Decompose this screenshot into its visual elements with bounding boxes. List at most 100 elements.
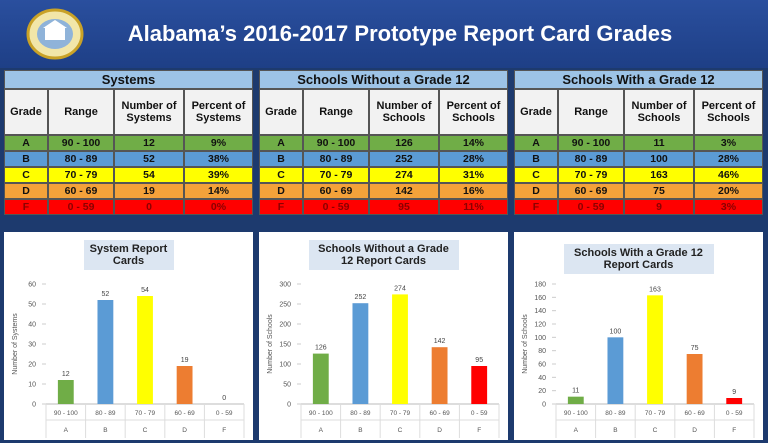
x-group-label: A bbox=[64, 427, 69, 434]
data-label: 75 bbox=[691, 345, 699, 352]
table-heading: Schools With a Grade 12 bbox=[514, 70, 763, 89]
table-cell: 12 bbox=[114, 135, 184, 151]
table-cell: 28% bbox=[439, 151, 508, 167]
x-group-label: D bbox=[182, 427, 187, 434]
bar bbox=[176, 366, 193, 404]
bar bbox=[567, 396, 584, 404]
chart-panel: Schools Without a Grade 12 Report Cards N… bbox=[259, 232, 508, 440]
x-group-label: A bbox=[574, 427, 579, 434]
table-heading: Schools Without a Grade 12 bbox=[259, 70, 508, 89]
table-cell: 31% bbox=[439, 167, 508, 183]
data-label: 19 bbox=[181, 357, 189, 364]
data-label: 142 bbox=[434, 338, 446, 345]
table-cell: 80 - 89 bbox=[48, 151, 114, 167]
table-cell: 0 - 59 bbox=[303, 199, 369, 215]
table-cell: 70 - 79 bbox=[48, 167, 114, 183]
chart-panel: Schools With a Grade 12 Report Cards Numb… bbox=[514, 232, 763, 440]
x-tick-label: 90 - 100 bbox=[564, 410, 588, 417]
x-tick-label: 80 - 89 bbox=[350, 410, 371, 417]
table-cell: 0% bbox=[184, 199, 253, 215]
table-cell: 60 - 69 bbox=[558, 183, 624, 199]
x-tick-label: 0 - 59 bbox=[216, 410, 233, 417]
data-label: 100 bbox=[610, 328, 622, 335]
data-label: 11 bbox=[572, 388, 579, 395]
bar bbox=[352, 303, 369, 404]
data-label: 163 bbox=[649, 286, 661, 293]
table-cell: 38% bbox=[184, 151, 253, 167]
table-cell: B bbox=[259, 151, 303, 167]
table-cell: 11 bbox=[624, 135, 694, 151]
logo bbox=[26, 8, 84, 60]
x-tick-label: 90 - 100 bbox=[54, 410, 78, 417]
table-cell: 52 bbox=[114, 151, 184, 167]
bar bbox=[137, 296, 153, 404]
chart: Number of Systems 0 10 20 30 40 50 60 90 - 100 A 1… bbox=[12, 282, 245, 438]
table-cell: 20% bbox=[694, 183, 763, 199]
bar bbox=[607, 337, 624, 404]
y-tick-label: 100 bbox=[279, 362, 291, 369]
column-header: Percent of Schools bbox=[694, 89, 763, 135]
y-axis-label: Number of Systems bbox=[12, 313, 19, 375]
x-group-label: C bbox=[653, 427, 658, 434]
table-cell: 11% bbox=[439, 199, 508, 215]
column-header: Grade bbox=[514, 89, 558, 135]
table-cell: B bbox=[514, 151, 558, 167]
data-label: 126 bbox=[315, 345, 327, 352]
table-cell: 142 bbox=[369, 183, 439, 199]
y-tick-label: 50 bbox=[28, 302, 36, 309]
y-tick-label: 30 bbox=[28, 342, 36, 349]
y-tick-label: 160 bbox=[534, 295, 546, 302]
table-cell: D bbox=[514, 183, 558, 199]
y-tick-label: 20 bbox=[28, 362, 36, 369]
data-label: 52 bbox=[102, 291, 110, 298]
table-cell: 100 bbox=[624, 151, 694, 167]
table-cell: 60 - 69 bbox=[48, 183, 114, 199]
table-cell: 14% bbox=[439, 135, 508, 151]
x-tick-label: 70 - 79 bbox=[135, 410, 156, 417]
table-cell: D bbox=[4, 183, 48, 199]
table-cell: 274 bbox=[369, 167, 439, 183]
y-tick-label: 50 bbox=[283, 382, 291, 389]
table-cell: 16% bbox=[439, 183, 508, 199]
table-cell: 3% bbox=[694, 199, 763, 215]
x-group-label: D bbox=[692, 427, 697, 434]
table-cell: 9 bbox=[624, 199, 694, 215]
y-tick-label: 150 bbox=[279, 342, 291, 349]
x-tick-label: 70 - 79 bbox=[390, 410, 411, 417]
y-tick-label: 300 bbox=[279, 282, 291, 289]
header: Alabama’s 2016-2017 Prototype Report Car… bbox=[0, 0, 768, 68]
chart-title: Schools Without a Grade 12 Report Cards bbox=[308, 240, 459, 270]
table-cell: 39% bbox=[184, 167, 253, 183]
y-tick-label: 20 bbox=[538, 388, 546, 395]
column-header: Number of Schools bbox=[369, 89, 439, 135]
table-cell: 80 - 89 bbox=[303, 151, 369, 167]
x-group-label: D bbox=[437, 427, 442, 434]
column-header: Number of Schools bbox=[624, 89, 694, 135]
bar bbox=[392, 294, 408, 404]
table-cell: C bbox=[259, 167, 303, 183]
y-tick-label: 80 bbox=[538, 348, 546, 355]
column-header: Range bbox=[558, 89, 624, 135]
table-cell: F bbox=[514, 199, 558, 215]
column-header: Range bbox=[303, 89, 369, 135]
x-group-label: C bbox=[398, 427, 403, 434]
table-cell: 3% bbox=[694, 135, 763, 151]
bar bbox=[686, 354, 703, 404]
table-cell: 0 bbox=[114, 199, 184, 215]
x-tick-label: 0 - 59 bbox=[726, 410, 743, 417]
data-label: 54 bbox=[141, 287, 149, 294]
table-cell: 70 - 79 bbox=[558, 167, 624, 183]
x-group-label: B bbox=[103, 427, 107, 434]
chart-panel: System Report Cards Number of Systems 0 10 2… bbox=[4, 232, 253, 440]
table-heading: Systems bbox=[4, 70, 253, 89]
table-cell: 14% bbox=[184, 183, 253, 199]
x-tick-label: 0 - 59 bbox=[471, 410, 488, 417]
x-group-label: F bbox=[732, 427, 736, 434]
chart-title: Schools With a Grade 12 Report Cards bbox=[563, 244, 714, 274]
y-tick-label: 60 bbox=[28, 282, 36, 289]
chart-title: System Report Cards bbox=[83, 240, 174, 270]
table-cell: 46% bbox=[694, 167, 763, 183]
table-cell: C bbox=[4, 167, 48, 183]
table-cell: 19 bbox=[114, 183, 184, 199]
